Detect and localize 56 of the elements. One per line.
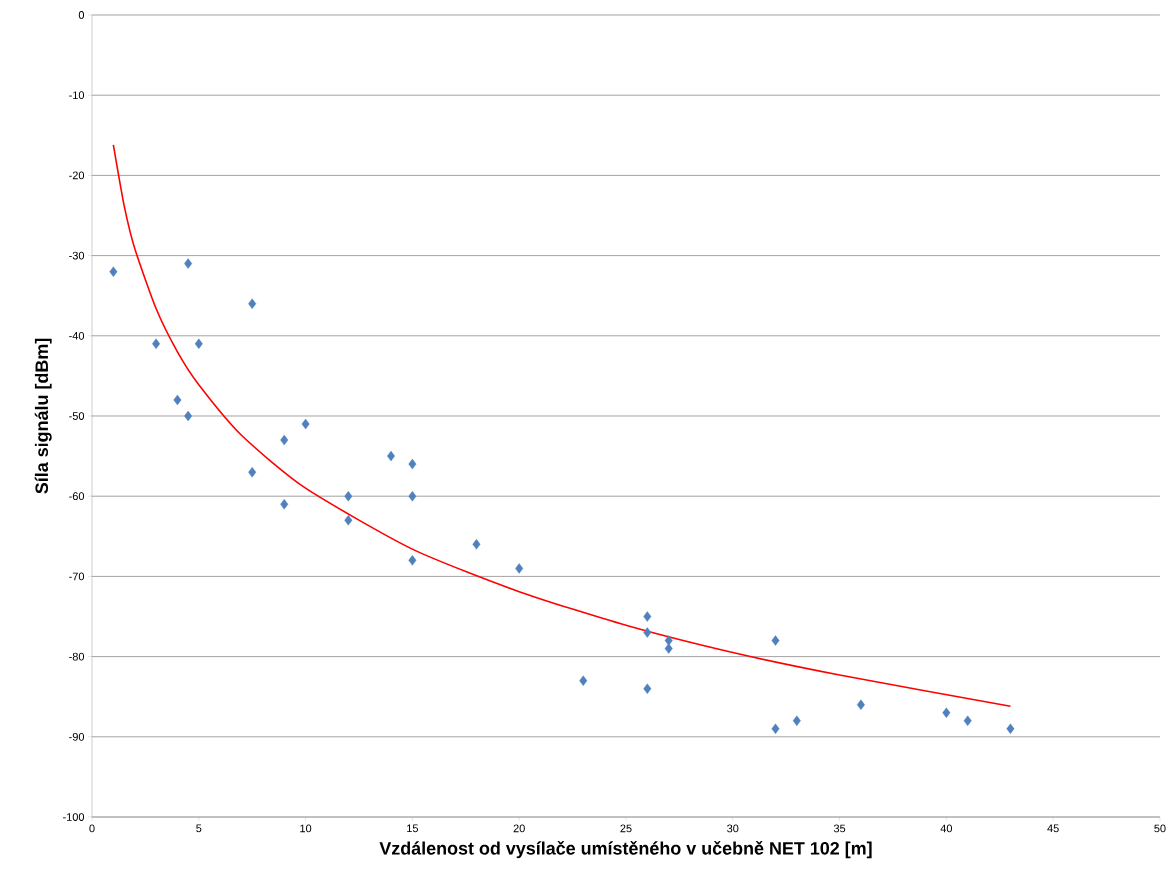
point [771,723,780,734]
point [643,683,652,694]
y-tick-label: -50 [69,412,85,420]
point [664,635,673,646]
point [942,707,951,718]
y-tick-label: -70 [69,572,85,581]
point [643,627,652,638]
point [664,643,673,654]
point [963,715,972,726]
x-tick-label: 20 [513,824,525,833]
x-tick-label: 50 [1154,824,1166,833]
y-tick-label: -30 [69,251,85,260]
point [643,611,652,622]
point [856,699,865,710]
x-axis-title: Vzdálenost od vysílače umístěného v učebně NET 102 [m] [379,841,872,859]
y-tick-label: -80 [69,652,85,661]
x-tick-label: 10 [300,824,312,833]
point [194,338,203,350]
point [344,491,353,502]
point [301,418,310,430]
point [579,675,588,686]
point [152,338,161,350]
point [280,499,289,510]
y-tick-label: -100 [63,813,85,821]
x-tick-label: 35 [833,824,846,833]
x-tick-label: 25 [620,824,632,833]
y-tick-label: -90 [69,732,85,741]
y-tick-label: -10 [69,91,85,100]
point [280,434,289,446]
point [344,515,353,526]
point [184,258,193,269]
line-series [112,144,1012,708]
x-tick-label: 45 [1047,824,1059,833]
x-tick-label: 30 [727,824,739,833]
point [248,298,257,309]
y-tick-label: 0 [78,11,85,19]
point [408,458,417,470]
x-tick-label: 5 [196,824,202,833]
point [515,563,524,574]
point [248,466,257,478]
y-tick-label: -60 [69,492,85,501]
point [771,635,780,646]
y-tick-label: -40 [69,331,85,340]
point [1006,723,1015,734]
point [173,394,182,406]
x-tick-label: 40 [940,824,953,833]
point [109,266,118,277]
point [408,491,417,502]
point [184,410,193,422]
point [472,539,481,550]
x-tick-label: 0 [89,824,95,833]
x-tick-label: 15 [407,824,419,833]
y-tick-label: -20 [69,171,85,180]
point [792,715,801,726]
point [408,555,417,566]
y-axis-title: Síla signálu [dBm] [34,338,52,494]
